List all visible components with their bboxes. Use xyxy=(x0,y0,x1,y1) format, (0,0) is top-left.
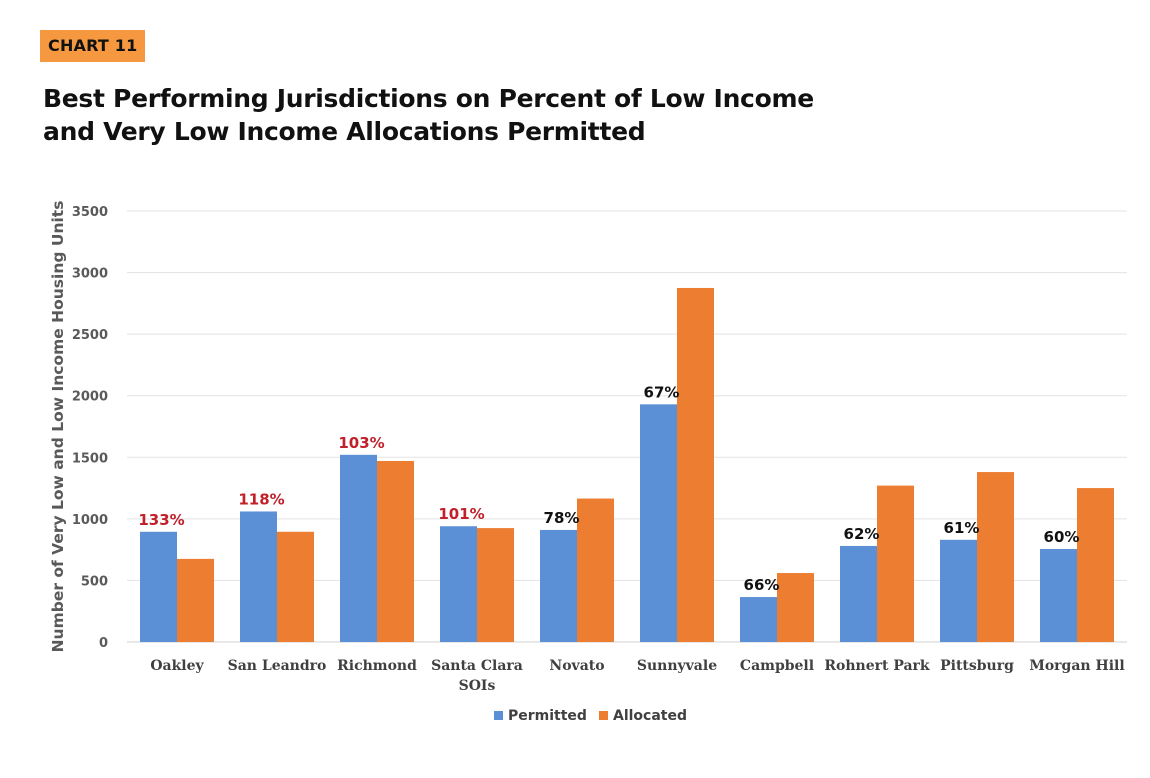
legend-swatch-allocated xyxy=(599,711,608,720)
bar-allocated xyxy=(577,498,614,642)
x-category-label: Sunnyvale xyxy=(637,658,717,674)
percent-label: 61% xyxy=(944,519,980,537)
x-category-label: Oakley xyxy=(150,658,204,674)
bar-permitted xyxy=(140,531,177,642)
percent-label: 103% xyxy=(338,434,384,452)
percent-label: 62% xyxy=(844,525,880,543)
x-category-label: SOIs xyxy=(459,678,496,694)
y-tick-label: 0 xyxy=(99,636,108,651)
x-category-label: Morgan Hill xyxy=(1029,658,1124,674)
legend-label-permitted: Permitted xyxy=(508,708,587,724)
bar-allocated xyxy=(177,558,214,642)
y-tick-label: 2500 xyxy=(72,328,108,343)
bar-allocated xyxy=(877,485,914,642)
percent-label: 66% xyxy=(744,576,780,594)
chart-title-line-2: and Very Low Income Allocations Permitte… xyxy=(43,117,646,146)
percent-label: 78% xyxy=(544,509,580,527)
percent-label: 67% xyxy=(644,383,680,401)
bar-permitted xyxy=(540,529,577,642)
percent-label: 60% xyxy=(1044,528,1080,546)
x-category-label: Santa Clara xyxy=(431,658,523,674)
y-tick-label: 2000 xyxy=(72,390,108,405)
y-tick-label: 3000 xyxy=(72,267,108,282)
bar-allocated xyxy=(977,472,1014,642)
x-category-label: Richmond xyxy=(337,658,417,674)
bar-permitted xyxy=(740,597,777,642)
x-category-label: Rohnert Park xyxy=(824,658,930,674)
percent-label: 133% xyxy=(138,511,184,529)
bar-permitted xyxy=(240,511,277,642)
bar-allocated xyxy=(777,573,814,642)
legend-label-allocated: Allocated xyxy=(613,708,687,724)
bar-allocated xyxy=(277,531,314,642)
x-category-label: San Leandro xyxy=(228,658,327,674)
y-tick-label: 500 xyxy=(81,574,108,589)
bar-permitted xyxy=(340,454,377,642)
percent-label: 101% xyxy=(438,505,484,523)
chart-number-badge: CHART 11 xyxy=(40,30,146,62)
bar-permitted xyxy=(440,526,477,642)
bar-allocated xyxy=(377,460,414,642)
bar-permitted xyxy=(940,539,977,642)
percent-label: 118% xyxy=(238,490,284,508)
bar-permitted xyxy=(1040,549,1077,642)
y-tick-label: 1500 xyxy=(72,451,108,466)
legend-swatch-permitted xyxy=(494,711,503,720)
bar-permitted xyxy=(640,404,677,642)
y-tick-label: 1000 xyxy=(72,513,108,528)
chart-title: Best Performing Jurisdictions on Percent… xyxy=(43,82,943,148)
bar-allocated xyxy=(477,528,514,642)
bar-allocated xyxy=(1077,488,1114,642)
bar-allocated xyxy=(677,287,714,642)
x-category-label: Novato xyxy=(549,658,604,674)
y-axis-label: Number of Very Low and Low Income Housin… xyxy=(49,201,67,653)
x-category-label: Campbell xyxy=(740,658,814,674)
x-category-label: Pittsburg xyxy=(940,658,1014,674)
y-tick-label: 3500 xyxy=(72,205,108,220)
bar-permitted xyxy=(840,545,877,642)
chart-title-line-1: Best Performing Jurisdictions on Percent… xyxy=(43,84,814,113)
